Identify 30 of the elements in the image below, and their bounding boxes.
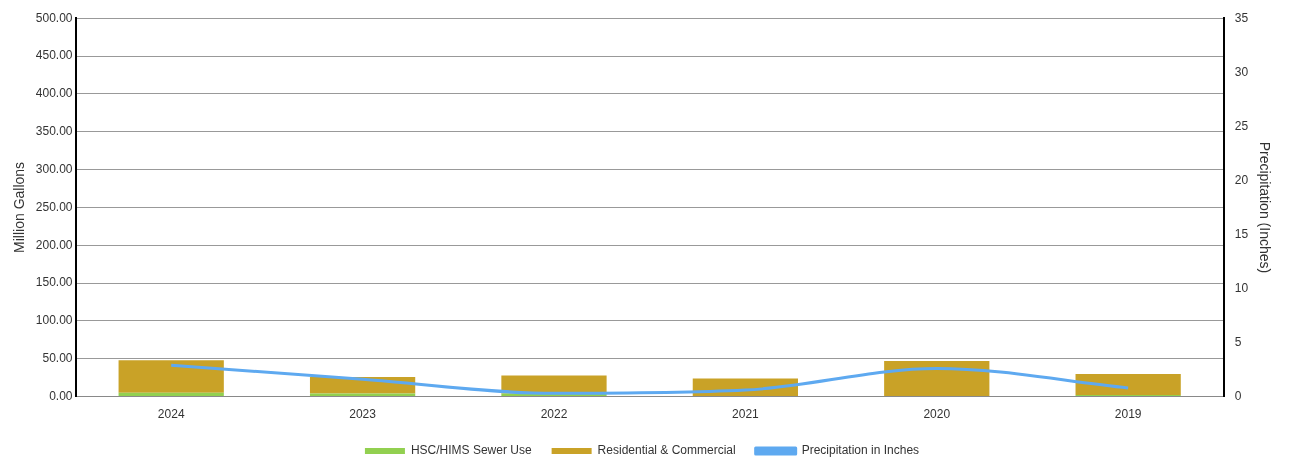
legend-label: Residential & Commercial (597, 443, 736, 458)
y-tick-label: 100.00 (35, 313, 73, 328)
y2-tick-label: 25 (1234, 118, 1249, 133)
x-tick-label: 2021 (732, 407, 760, 422)
y-tick-label: 300.00 (35, 161, 73, 176)
y2-tick-label: 0 (1234, 388, 1242, 403)
y2-tick-label: 15 (1234, 226, 1249, 241)
y2-tick-label: 20 (1234, 172, 1249, 187)
y-tick-label: 500.00 (35, 10, 73, 25)
y-tick-label: 200.00 (35, 237, 73, 252)
y-axis-title: Million Gallons (11, 161, 28, 253)
y2-tick-label: 10 (1234, 280, 1249, 295)
y2-tick-label: 35 (1234, 10, 1249, 25)
x-tick-label: 2019 (1114, 407, 1142, 422)
y-tick-label: 0.00 (49, 388, 73, 403)
y-tick-label: 450.00 (35, 48, 73, 63)
y2-tick-label: 30 (1234, 64, 1249, 79)
legend-label: HSC/HIMS Sewer Use (410, 443, 532, 458)
y2-tick-label: 5 (1234, 334, 1242, 349)
y-tick-label: 400.00 (35, 86, 73, 101)
y-tick-label: 50.00 (42, 351, 73, 366)
x-tick-label: 2022 (540, 407, 568, 422)
legend-label: Precipitation in Inches (801, 443, 920, 458)
y2-axis-title: Precipitation (Inches) (1256, 141, 1273, 274)
y-tick-label: 350.00 (35, 124, 73, 139)
y-tick-label: 150.00 (35, 275, 73, 290)
y-tick-label: 250.00 (35, 199, 73, 214)
x-tick-label: 2024 (157, 407, 185, 422)
x-tick-label: 2023 (349, 407, 377, 422)
x-tick-label: 2020 (923, 407, 951, 422)
